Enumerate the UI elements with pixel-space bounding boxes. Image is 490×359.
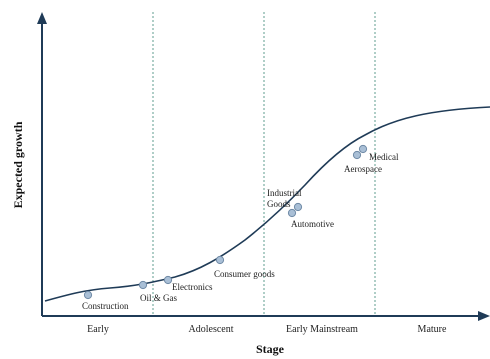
point-industrial-goods [287, 208, 297, 218]
label-aerospace: Aerospace [344, 164, 382, 174]
label-oil-gas: Oil & Gas [140, 293, 177, 303]
label-automotive: Automotive [291, 219, 334, 229]
y-axis-arrow [37, 12, 47, 24]
growth-curve [44, 106, 490, 302]
stage-label-early-mainstream: Early Mainstream [286, 324, 358, 335]
point-electronics [163, 275, 173, 285]
x-axis-title: Stage [256, 342, 285, 356]
label-medical: Medical [369, 152, 399, 162]
label-electronics: Electronics [172, 282, 213, 292]
point-oil-gas [138, 280, 148, 290]
point-construction [83, 290, 93, 300]
point-automotive [293, 202, 303, 212]
stage-label-early: Early [87, 324, 109, 335]
label-industrial: Industrial [267, 188, 302, 198]
stage-label-mature: Mature [418, 324, 447, 335]
label-goods: Goods [267, 199, 291, 209]
point-medical [358, 144, 368, 154]
point-consumer-goods [215, 255, 225, 265]
label-construction: Construction [82, 301, 129, 311]
x-axis-arrow [478, 311, 490, 321]
label-consumer-goods: Consumer goods [214, 269, 275, 279]
point-aerospace [352, 150, 362, 160]
y-axis-title: Expected growth [11, 121, 25, 208]
stage-label-adolescent: Adolescent [189, 324, 234, 335]
